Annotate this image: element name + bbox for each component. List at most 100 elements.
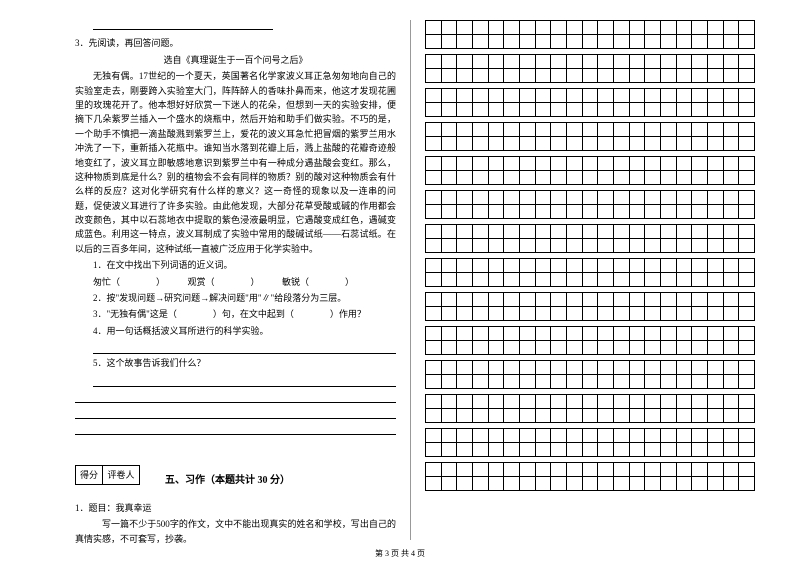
writing-grid-cell: [583, 443, 599, 457]
writing-grid-cell: [692, 477, 708, 491]
writing-grid-cell: [630, 171, 646, 185]
writing-grid-cell: [708, 55, 724, 69]
writing-grid-cell: [645, 171, 661, 185]
writing-grid-cell: [473, 103, 489, 117]
writing-grid-cell: [739, 463, 755, 477]
writing-grid-cell: [489, 443, 505, 457]
writing-grid-cell: [583, 409, 599, 423]
writing-grid-cell: [473, 443, 489, 457]
writing-grid-cell: [504, 273, 520, 287]
writing-grid-cell: [504, 171, 520, 185]
writing-grid-cell: [551, 259, 567, 273]
writing-grid-cell: [598, 225, 614, 239]
writing-grid-cell: [614, 225, 630, 239]
writing-grid-cell: [551, 273, 567, 287]
writing-grid-cell: [504, 239, 520, 253]
writing-grid-cell: [708, 477, 724, 491]
writing-grid-cell: [739, 239, 755, 253]
writing-grid-cell: [645, 123, 661, 137]
writing-grid-cell: [661, 375, 677, 389]
writing-grid-cell: [708, 375, 724, 389]
writing-grid-cell: [457, 327, 473, 341]
writing-grid-cell: [677, 409, 693, 423]
writing-grid-cell: [630, 409, 646, 423]
writing-grid-cell: [692, 327, 708, 341]
writing-grid-cell: [739, 21, 755, 35]
writing-grid-cell: [661, 205, 677, 219]
left-column: 3．先阅读，再回答问题。 选自《真理诞生于一百个问号之后》 无独有偶。17世纪的…: [75, 20, 410, 540]
writing-grid-cell: [504, 395, 520, 409]
writing-grid-cell: [536, 293, 552, 307]
writing-grid-cell: [724, 259, 740, 273]
writing-grid-cell: [692, 395, 708, 409]
writing-grid-cell: [504, 361, 520, 375]
writing-grid-cell: [677, 171, 693, 185]
answer-line: [75, 389, 396, 403]
writing-grid-cell: [489, 21, 505, 35]
writing-grid-cell: [677, 307, 693, 321]
writing-grid-cell: [739, 157, 755, 171]
writing-grid-cell: [426, 21, 442, 35]
writing-grid-cell: [614, 239, 630, 253]
writing-grid-cell: [614, 273, 630, 287]
writing-grid-cell: [692, 259, 708, 273]
writing-grid-cell: [630, 157, 646, 171]
writing-grid-cell: [473, 239, 489, 253]
writing-grid-cell: [692, 55, 708, 69]
writing-grid-cell: [567, 361, 583, 375]
writing-grid-cell: [692, 273, 708, 287]
writing-grid-cell: [457, 191, 473, 205]
writing-grid-cell: [630, 259, 646, 273]
writing-grid-cell: [536, 35, 552, 49]
writing-grid-cell: [739, 409, 755, 423]
writing-grid-cell: [661, 429, 677, 443]
writing-grid-cell: [661, 361, 677, 375]
writing-grid-cell: [536, 205, 552, 219]
writing-grid-cell: [442, 239, 458, 253]
writing-grid-cell: [739, 477, 755, 491]
writing-grid-cell: [489, 89, 505, 103]
writing-grid-cell: [708, 205, 724, 219]
writing-grid-cell: [708, 429, 724, 443]
writing-grid-cell: [598, 361, 614, 375]
writing-grid-cell: [520, 293, 536, 307]
writing-grid-cell: [661, 21, 677, 35]
page-container: 3．先阅读，再回答问题。 选自《真理诞生于一百个问号之后》 无独有偶。17世纪的…: [0, 0, 800, 540]
writing-grid-cell: [489, 137, 505, 151]
writing-grid-cell: [504, 293, 520, 307]
writing-grid-cell: [677, 293, 693, 307]
writing-grid-cell: [520, 395, 536, 409]
writing-grid-cell: [473, 477, 489, 491]
writing-grid-cell: [520, 239, 536, 253]
writing-grid-cell: [739, 341, 755, 355]
writing-grid-cell: [677, 429, 693, 443]
writing-grid-cell: [739, 137, 755, 151]
writing-grid-cell: [614, 293, 630, 307]
writing-grid-cell: [598, 137, 614, 151]
writing-grid-cell: [520, 259, 536, 273]
writing-grid-cell: [583, 395, 599, 409]
writing-grid-cell: [520, 477, 536, 491]
writing-grid-cell: [583, 225, 599, 239]
writing-grid-cell: [442, 341, 458, 355]
writing-grid-cell: [536, 239, 552, 253]
writing-grid-cell: [630, 273, 646, 287]
writing-grid-cell: [614, 327, 630, 341]
writing-grid-cell: [567, 137, 583, 151]
writing-grid-cell: [520, 327, 536, 341]
writing-grid-cell: [442, 191, 458, 205]
writing-grid-cell: [630, 477, 646, 491]
writing-grid-cell: [504, 205, 520, 219]
writing-grid-cell: [739, 361, 755, 375]
writing-grid-cell: [426, 239, 442, 253]
writing-grid-cell: [598, 205, 614, 219]
writing-grid-cell: [692, 429, 708, 443]
writing-grid-cell: [645, 395, 661, 409]
writing-grid-cell: [598, 239, 614, 253]
writing-grid-cell: [473, 395, 489, 409]
writing-grid-cell: [567, 225, 583, 239]
writing-grid-cell: [426, 375, 442, 389]
writing-grid-cell: [457, 21, 473, 35]
writing-grid-cell: [426, 477, 442, 491]
essay-title: 1．题目：我真幸运: [75, 501, 396, 515]
